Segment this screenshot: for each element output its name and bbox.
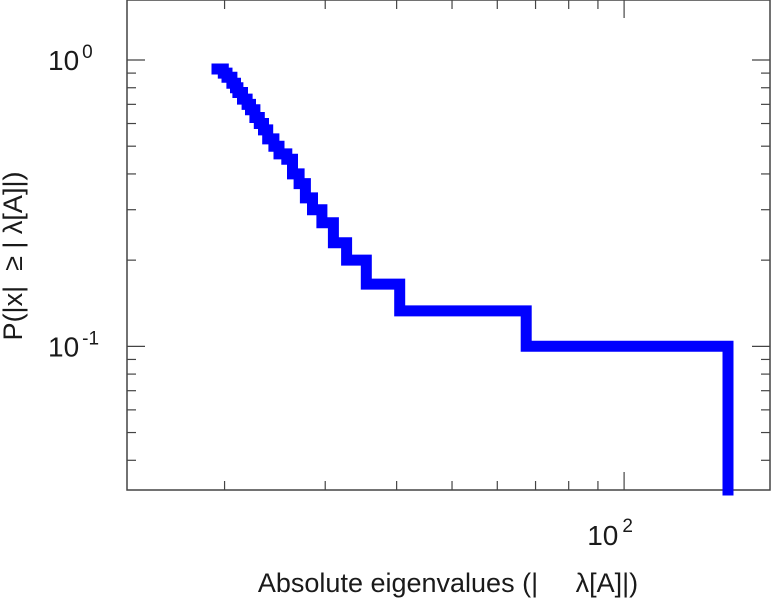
data-point — [397, 308, 402, 313]
axis-ticks — [127, 0, 770, 490]
x-axis-title: Absolute eigenvalues (| λ[A]|) — [258, 568, 638, 598]
series-group — [211, 63, 734, 496]
y-axis-title: P(|x| ≥ | λ[A]|) — [0, 172, 28, 341]
x-tick-label: 10 2 — [587, 516, 633, 551]
data-point — [303, 195, 308, 200]
data-point — [310, 207, 315, 212]
data-point — [265, 136, 270, 141]
y-tick-label: 10 0 — [48, 42, 93, 76]
data-point — [319, 220, 324, 225]
data-point — [233, 85, 238, 90]
data-point — [229, 81, 234, 86]
data-point — [261, 127, 266, 132]
data-point — [364, 282, 369, 287]
data-point — [331, 240, 336, 245]
data-point — [290, 171, 295, 176]
data-point — [524, 344, 529, 349]
data-point — [248, 107, 253, 112]
tick-labels: 10 2 10 0 10 -1 — [48, 42, 633, 551]
data-point — [297, 181, 302, 186]
data-point — [284, 157, 289, 162]
data-point — [225, 75, 230, 80]
data-point — [726, 394, 731, 399]
data-point — [235, 90, 240, 95]
data-point — [271, 144, 276, 149]
y-tick-label: 10 -1 — [48, 328, 99, 362]
data-point — [276, 151, 281, 156]
data-point — [215, 67, 220, 72]
data-point — [240, 97, 245, 102]
ccdf-step-line — [211, 63, 734, 496]
data-point — [245, 102, 250, 107]
data-point — [252, 115, 257, 120]
plot-area-frame — [126, 0, 771, 491]
data-point — [344, 258, 349, 263]
data-point — [257, 121, 262, 126]
data-point — [221, 71, 226, 76]
